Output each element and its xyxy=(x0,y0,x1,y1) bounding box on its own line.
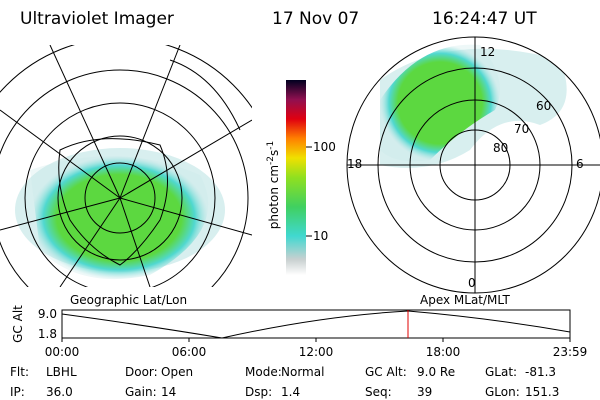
status-label: Seq: xyxy=(365,385,392,399)
alt-axis-label: GC Alt xyxy=(11,305,25,343)
colorbar-tick: 100 xyxy=(313,140,336,154)
status-label: GC Alt: xyxy=(365,365,407,379)
mlt-label: 18 xyxy=(347,157,362,171)
x-tick-label: 23:59 xyxy=(553,345,588,359)
status-value: 36.0 xyxy=(46,385,73,399)
instrument: Ultraviolet Imager xyxy=(20,9,174,29)
status-label: Door: xyxy=(125,365,158,379)
unit: s xyxy=(267,150,281,156)
mlt-label: 6 xyxy=(576,157,584,171)
status-label: Flt: xyxy=(10,365,29,379)
unit: photon cm xyxy=(267,165,281,229)
status-value: 39 xyxy=(417,385,432,399)
status-value: 1.4 xyxy=(281,385,300,399)
time: 16:24:47 UT xyxy=(432,9,537,29)
x-tick-label: 18:00 xyxy=(426,345,461,359)
x-tick-label: 06:00 xyxy=(172,345,207,359)
status-label: Mode: xyxy=(245,365,282,379)
left-caption: Geographic Lat/Lon xyxy=(70,293,187,307)
x-tick-label: 12:00 xyxy=(299,345,334,359)
geographic-map xyxy=(0,45,252,287)
alt-tick: 9.0 xyxy=(38,307,57,321)
x-tick-label: 00:00 xyxy=(45,345,80,359)
status-value: Normal xyxy=(281,365,324,379)
status-value: LBHL xyxy=(46,365,77,379)
status-value: 14 xyxy=(161,385,176,399)
date: 17 Nov 07 xyxy=(272,9,359,29)
colorbar xyxy=(286,80,306,275)
altitude-frame xyxy=(61,309,571,339)
mlat-label: 60 xyxy=(536,99,551,113)
unit: -1 xyxy=(266,141,276,150)
status-label: GLon: xyxy=(485,385,520,399)
status-label: Gain: xyxy=(125,385,157,399)
colorbar-tick: 10 xyxy=(313,229,328,243)
mlt-label: 0 xyxy=(468,276,476,290)
status-value: -81.3 xyxy=(525,365,556,379)
mlat-label: 70 xyxy=(514,122,529,136)
status-label: Dsp: xyxy=(245,385,272,399)
status-value: 151.3 xyxy=(525,385,559,399)
status-label: GLat: xyxy=(485,365,517,379)
mlat-label: 80 xyxy=(493,141,508,155)
unit: -2 xyxy=(266,156,276,165)
status-value: 9.0 Re xyxy=(417,365,455,379)
status-label: IP: xyxy=(10,385,25,399)
colorbar-label: photon cm-2s-1 xyxy=(266,141,281,230)
right-caption: Apex MLat/MLT xyxy=(420,293,510,307)
altitude-curve xyxy=(61,310,571,339)
alt-tick: 1.8 xyxy=(38,327,57,341)
status-value: Open xyxy=(161,365,193,379)
mlt-label: 12 xyxy=(480,45,495,59)
